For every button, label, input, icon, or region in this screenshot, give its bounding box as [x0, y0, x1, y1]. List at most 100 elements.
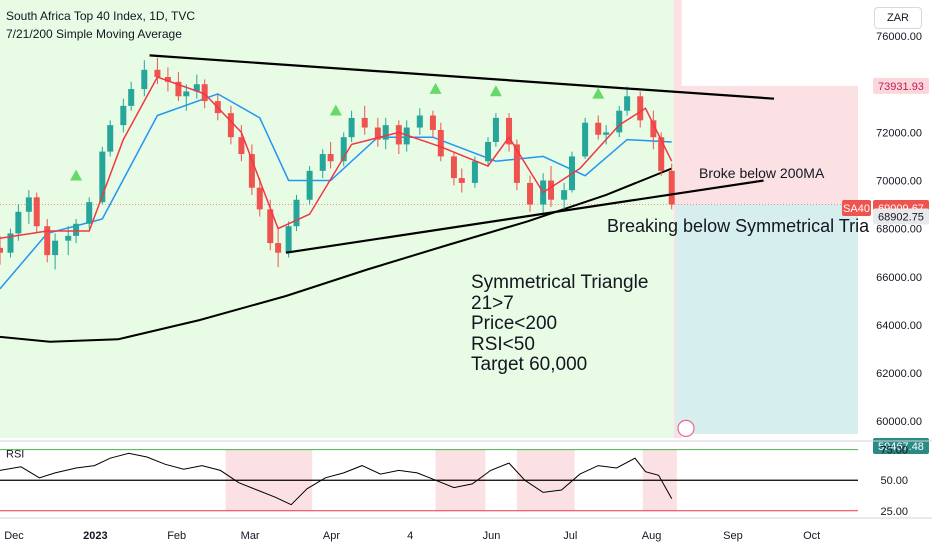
replay-icon [677, 419, 695, 437]
x-tick-label: Jun [483, 530, 501, 542]
x-tick-label: Mar [241, 530, 260, 542]
candle-body [73, 223, 80, 236]
y-tick-label: 72000.00 [876, 127, 922, 139]
candle-body [595, 122, 602, 135]
indicator-legend: 7/21/200 Simple Moving Average [6, 27, 182, 41]
stop-zone-box [675, 85, 858, 205]
entry-price-label-bg [873, 208, 929, 225]
note-line: RSI<50 [471, 333, 535, 355]
candle-body [506, 117, 513, 145]
x-tick-label: Dec [4, 530, 24, 542]
candle-body [416, 115, 423, 128]
candle-body [183, 91, 190, 97]
candle-body [141, 69, 148, 90]
x-tick-label: 4 [407, 530, 413, 542]
candle-body [603, 132, 610, 135]
x-tick-label: Sep [723, 530, 743, 542]
x-tick-label: 2023 [83, 530, 107, 542]
note-line: Symmetrical Triangle [471, 272, 649, 293]
broke-200ma-annotation: Broke below 200MA [699, 165, 825, 181]
candle-body [248, 154, 255, 188]
candle-body [327, 154, 334, 162]
y-tick-label: 68000.00 [876, 224, 922, 236]
triangle-lower-trendline [285, 179, 764, 254]
candle-body [668, 170, 675, 205]
x-tick-label: Jul [563, 530, 577, 542]
rsi-tick-label: 25.00 [880, 506, 908, 518]
chart-title: South Africa Top 40 Index, 1D, TVC [6, 9, 195, 23]
rsi-line [0, 452, 673, 506]
currency-selector[interactable]: ZAR [874, 7, 922, 29]
triangle-upper-trendline [149, 54, 775, 100]
x-tick-label: Apr [323, 530, 340, 542]
ma7-line [0, 76, 673, 240]
candle-body [437, 129, 444, 157]
ma200-line [0, 167, 673, 343]
candle-body [293, 199, 300, 227]
candle-body [175, 81, 182, 97]
candle-body [227, 113, 234, 138]
x-tick-label: Oct [803, 530, 820, 542]
stop-price-label-bg [873, 77, 929, 94]
candle-body [25, 197, 32, 212]
note-line: Target 60,000 [471, 354, 588, 375]
note-line: Price<200 [471, 313, 558, 334]
candle-body [658, 137, 665, 171]
signal-marker [429, 82, 442, 94]
y-tick-label: 60000.00 [876, 416, 922, 428]
candle-body [267, 209, 274, 244]
candle-body [33, 197, 40, 227]
candle-body [582, 122, 589, 157]
candle-body [201, 84, 208, 102]
target-price-label-bg [873, 438, 929, 455]
y-tick-label: 76000.00 [876, 31, 922, 43]
candle-body [361, 117, 368, 128]
candle-body [650, 120, 657, 138]
candle-body [285, 226, 292, 253]
symbol-tag-bg [842, 199, 871, 216]
candle-body [382, 125, 389, 140]
candle-body [238, 137, 245, 155]
candle-body [193, 84, 200, 92]
candle-body [99, 151, 106, 203]
bullish-zone [0, 0, 674, 438]
candle-body [616, 110, 623, 133]
candle-body [471, 161, 478, 183]
stop-price-label: 73931.93 [878, 81, 924, 93]
x-tick-label: Aug [642, 530, 662, 542]
candle-body [52, 240, 59, 256]
target-price-label: 59467.48 [878, 441, 924, 453]
signal-marker [489, 85, 502, 97]
candle-body [319, 154, 326, 171]
y-tick-label: 70000.00 [876, 175, 922, 187]
rsi-tick-label: 50.00 [880, 475, 908, 487]
note-line: 21>7 [471, 292, 514, 314]
signal-marker [592, 87, 605, 99]
signal-marker [329, 104, 342, 116]
candle-body [561, 190, 568, 200]
candle-body [513, 144, 520, 183]
candle-body [107, 125, 114, 152]
rsi-label: RSI [6, 448, 24, 460]
candle-body [0, 247, 3, 253]
signal-marker [70, 169, 83, 181]
candle-body [65, 235, 72, 241]
candle-body [15, 211, 22, 234]
y-tick-label: 64000.00 [876, 320, 922, 332]
candle-body [348, 117, 355, 138]
candle-body [637, 96, 644, 121]
candle-body [86, 202, 93, 224]
candle-body [450, 156, 457, 179]
candle-body [275, 243, 282, 253]
analysis-notes: Symmetrical Triangle 21>7 Price<200 RSI<… [471, 272, 649, 376]
candle-body [7, 233, 14, 253]
candle-body [306, 170, 313, 200]
candle-body [429, 115, 436, 130]
candle-body [527, 182, 534, 205]
candle-body [624, 96, 631, 111]
candle-body [374, 127, 381, 140]
y-tick-label: 62000.00 [876, 368, 922, 380]
candle-body [128, 89, 135, 106]
candle-body [395, 125, 402, 145]
